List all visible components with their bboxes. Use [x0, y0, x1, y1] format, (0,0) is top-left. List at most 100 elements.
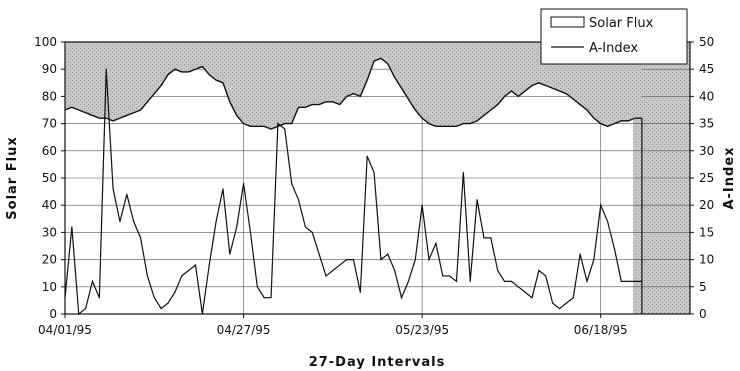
a-index-point [318, 253, 320, 255]
a-index-point [634, 280, 636, 282]
a-index-point [600, 204, 602, 206]
y-axis-right-title: A-Index [722, 146, 737, 209]
a-index-point [304, 226, 306, 228]
a-index-point [380, 259, 382, 261]
a-index-point [455, 280, 458, 282]
a-index-point [91, 280, 94, 282]
a-index-point [85, 307, 87, 310]
a-index-point [194, 264, 197, 266]
legend: Solar Flux A-Index [540, 8, 688, 65]
a-index-point [627, 280, 629, 282]
x-axis-title: 27-Day Intervals [309, 355, 446, 370]
a-index-point [462, 171, 464, 174]
y-right-tick-label: 10 [699, 253, 714, 267]
a-index-point [606, 220, 609, 223]
a-index-point [188, 269, 190, 272]
solar-flux-line [64, 57, 642, 130]
a-index-point [297, 199, 300, 201]
a-index-point [153, 297, 155, 299]
a-index-point [586, 280, 588, 282]
y-axis-right-ticks: 0 5 10 15 20 25 30 35 40 45 50 [690, 35, 714, 321]
a-index-point [242, 182, 245, 185]
legend-swatch-solar-flux [550, 16, 585, 28]
a-index-point [579, 253, 581, 255]
x-axis-ticks: 04/01/95 04/27/95 05/23/95 06/18/95 [38, 314, 628, 337]
a-index-point [428, 259, 430, 261]
a-index-point [545, 275, 547, 277]
y-left-tick-label: 10 [42, 280, 57, 294]
a-index-point [249, 231, 252, 233]
a-index-point [208, 264, 210, 266]
a-index-point [407, 280, 410, 282]
a-index-point [565, 302, 567, 304]
y-right-tick-label: 20 [699, 198, 714, 212]
a-index-point [105, 68, 107, 70]
solar-flux-fill [65, 42, 642, 130]
a-index-point [133, 220, 135, 223]
a-index-point [613, 248, 616, 250]
a-index-point [263, 297, 265, 299]
y-left-tick-label: 70 [42, 117, 57, 131]
a-index-point [352, 259, 355, 261]
a-index-point [503, 280, 506, 282]
a-index-point [435, 242, 437, 244]
a-index-point [345, 259, 348, 261]
a-index-point [119, 220, 121, 223]
legend-label-solar-flux: Solar Flux [589, 16, 654, 31]
a-index-point [524, 291, 526, 293]
a-index-point [215, 220, 217, 223]
a-index-point [112, 188, 114, 190]
x-tick-label: 05/23/95 [395, 323, 449, 337]
a-index-point [339, 264, 341, 266]
a-index-point [126, 193, 128, 195]
a-index-point [394, 269, 396, 272]
y-left-tick-label: 50 [42, 171, 57, 185]
a-index-point [359, 291, 361, 293]
a-index-point [366, 155, 368, 157]
y-left-tick-label: 40 [42, 198, 57, 212]
y-left-tick-label: 60 [42, 144, 57, 158]
a-index-point [174, 291, 176, 293]
a-index-point [270, 297, 272, 299]
y-right-tick-label: 25 [699, 171, 714, 185]
y-left-tick-label: 0 [49, 307, 57, 321]
a-index-point [181, 275, 183, 277]
a-index-point [256, 286, 258, 288]
y-right-tick-label: 0 [699, 307, 707, 321]
y-axis-left-title: Solar Flux [5, 136, 20, 219]
a-index-point [139, 237, 142, 239]
x-tick-label: 04/01/95 [38, 323, 92, 337]
a-index-point [449, 275, 451, 277]
a-index-point [400, 297, 403, 299]
y-right-tick-label: 45 [699, 62, 714, 76]
a-index-point [98, 297, 100, 299]
y-right-tick-label: 35 [699, 117, 714, 131]
a-index-point [414, 259, 416, 261]
a-index-point [160, 307, 162, 310]
a-index-point [558, 307, 561, 310]
a-index-point [167, 302, 169, 304]
a-index-point [291, 182, 293, 185]
a-index-point [476, 199, 478, 201]
a-index-point [593, 259, 595, 261]
a-index-point [552, 302, 554, 304]
a-index-point [531, 297, 533, 299]
a-index-point [222, 188, 224, 190]
a-index-point [387, 253, 389, 255]
a-index-point [277, 123, 279, 125]
a-index-point [490, 237, 492, 239]
legend-label-a-index: A-Index [589, 41, 638, 56]
a-index-point [236, 226, 238, 228]
y-axis-left-ticks: 0 10 20 30 40 50 60 70 80 90 100 [34, 35, 65, 321]
a-index-point [229, 253, 231, 255]
a-index-point [442, 275, 444, 277]
a-index-point [517, 286, 519, 288]
a-index-point [572, 297, 574, 299]
a-index-point [284, 128, 286, 130]
a-index-point [332, 269, 334, 272]
a-index-point [325, 275, 327, 277]
a-index-point [373, 171, 375, 174]
a-index-point [497, 269, 499, 272]
a-index-point [146, 275, 149, 277]
